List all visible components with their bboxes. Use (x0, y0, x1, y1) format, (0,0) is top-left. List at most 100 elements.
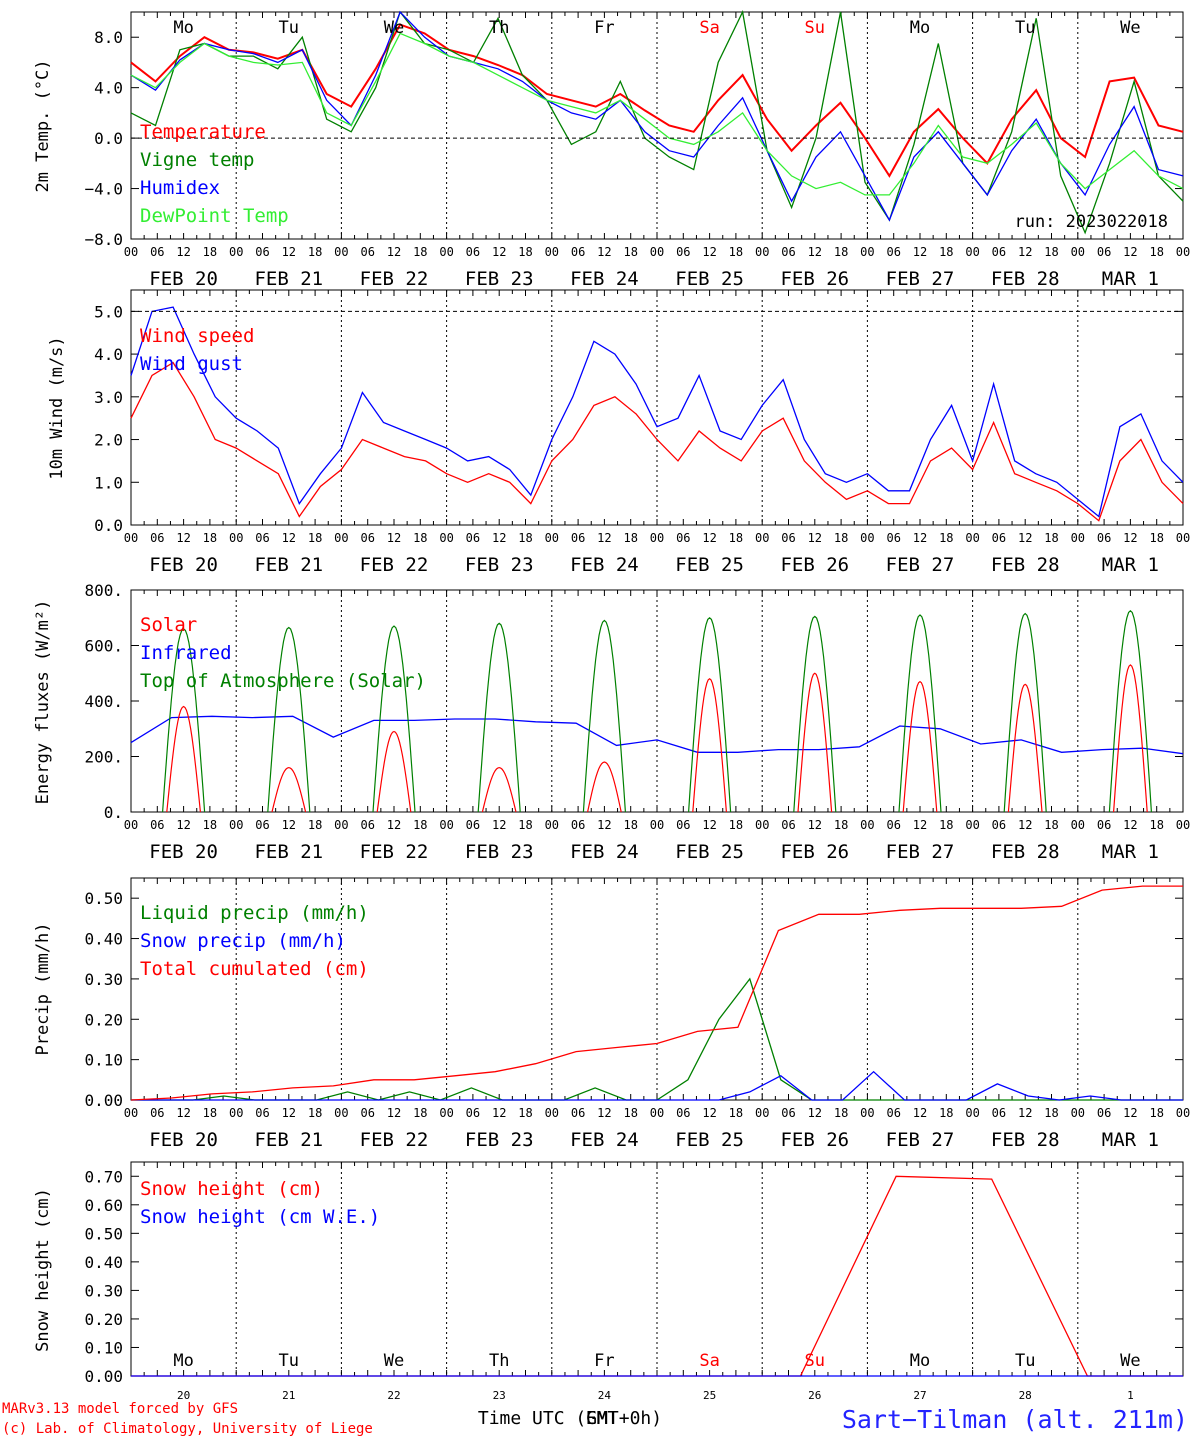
x-hour-label: 06 (571, 818, 585, 832)
x-date-label: FEB 20 (149, 1129, 218, 1151)
weekday-label: Mo (173, 18, 193, 38)
panel-2: 0.0 1.0 2.0 3.0 4.0 5.0 10m Wind (m/s) 00 06 12 18… (47, 289, 1190, 576)
day-number-label: 1 (1127, 1389, 1134, 1402)
day-number-label: 23 (493, 1389, 506, 1402)
x-hour-label: 18 (308, 531, 322, 545)
x-hour-label: 00 (124, 818, 138, 832)
legend-entry: Top of Atmosphere (Solar) (140, 670, 426, 692)
x-hour-label: 00 (124, 245, 138, 259)
x-hour-label: 00 (755, 818, 769, 832)
x-hour-label: 00 (439, 818, 453, 832)
legend-entry: Liquid precip (mm/h) (140, 902, 369, 924)
x-hour-label: 00 (965, 1106, 979, 1120)
x-date-label: FEB 26 (780, 841, 849, 863)
x-hour-label: 06 (676, 531, 690, 545)
legend-entry: Temperature (140, 121, 266, 143)
x-hour-label: 18 (413, 818, 427, 832)
x-hour-label: 00 (439, 1106, 453, 1120)
x-date-label: FEB 24 (570, 1129, 639, 1151)
series-line (130, 9, 1184, 235)
x-date-label: FEB 22 (360, 1129, 429, 1151)
x-hour-label: 18 (623, 1106, 637, 1120)
y-tick-label: 0.70 (84, 1167, 123, 1186)
weekday-label: We (1120, 18, 1140, 38)
x-hour-label: 06 (676, 245, 690, 259)
legend-entry: Solar (140, 614, 197, 636)
y-tick-label: 0. (104, 803, 123, 822)
x-hour-label: 18 (729, 1106, 743, 1120)
x-date-label: FEB 28 (991, 554, 1060, 576)
x-hour-label: 18 (1149, 245, 1163, 259)
x-hour-label: 12 (1018, 531, 1032, 545)
x-date-label: FEB 23 (465, 841, 534, 863)
x-hour-label: 12 (1018, 245, 1032, 259)
weekday-label: Mo (910, 1351, 930, 1371)
x-date-label: FEB 22 (360, 841, 429, 863)
x-hour-label: 00 (439, 245, 453, 259)
x-hour-label: 00 (755, 531, 769, 545)
legend-entry: Snow precip (mm/h) (140, 930, 346, 952)
x-date-label: FEB 21 (254, 554, 323, 576)
x-hour-label: 00 (755, 1106, 769, 1120)
x-hour-label: 18 (729, 245, 743, 259)
y-tick-label: 600. (84, 637, 123, 656)
x-hour-label: 06 (466, 1106, 480, 1120)
x-date-label: FEB 28 (991, 268, 1060, 290)
panel-5: 0.00 0.10 0.20 0.30 0.40 0.50 0.60 0.70 Snow hei… (33, 1161, 1184, 1402)
x-hour-label: 00 (1176, 818, 1190, 832)
x-hour-label: 18 (203, 531, 217, 545)
x-hour-label: 12 (492, 1106, 506, 1120)
x-hour-label: 06 (466, 531, 480, 545)
x-hour-label: 18 (623, 531, 637, 545)
x-hour-label: 00 (650, 818, 664, 832)
x-hour-label: 12 (597, 531, 611, 545)
x-hour-label: 00 (650, 245, 664, 259)
x-hour-label: 18 (834, 818, 848, 832)
legend-entry: Wind gust (140, 353, 243, 375)
x-hour-label: 00 (1176, 531, 1190, 545)
x-hour-label: 00 (860, 1106, 874, 1120)
x-hour-label: 18 (1149, 818, 1163, 832)
x-hour-label: 12 (1018, 1106, 1032, 1120)
y-tick-label: 800. (84, 581, 123, 600)
x-hour-label: 18 (1149, 531, 1163, 545)
x-hour-label: 06 (676, 818, 690, 832)
x-date-label: MAR 1 (1102, 841, 1159, 863)
x-hour-label: 00 (545, 531, 559, 545)
x-hour-label: 06 (781, 245, 795, 259)
weekday-label: Fr (594, 1351, 614, 1371)
x-hour-label: 00 (545, 818, 559, 832)
x-hour-label: 12 (808, 818, 822, 832)
run-annotation: run: 2023022018 (1014, 212, 1168, 232)
x-hour-label: 00 (1071, 818, 1085, 832)
y-tick-label: 0.0 (94, 516, 123, 535)
x-date-label: FEB 27 (886, 1129, 955, 1151)
weekday-label: Tu (1015, 18, 1035, 38)
x-date-label: FEB 25 (675, 1129, 744, 1151)
y-tick-label: 0.00 (84, 1367, 123, 1386)
x-hour-label: 00 (229, 531, 243, 545)
x-hour-label: 06 (255, 245, 269, 259)
x-hour-label: 00 (229, 1106, 243, 1120)
y-axis-label: Snow height (cm) (33, 1188, 53, 1352)
y-tick-label: −8.0 (84, 230, 123, 249)
day-number-label: 27 (913, 1389, 926, 1402)
x-hour-label: 18 (939, 1106, 953, 1120)
x-hour-label: 06 (150, 818, 164, 832)
x-hour-label: 18 (518, 818, 532, 832)
x-hour-label: 18 (1044, 1106, 1058, 1120)
x-hour-label: 06 (466, 245, 480, 259)
day-number-label: 22 (387, 1389, 400, 1402)
y-tick-label: 0.40 (84, 930, 123, 949)
x-date-label: FEB 23 (465, 554, 534, 576)
y-tick-label: −4.0 (84, 180, 123, 199)
x-axis-label-overlay: EMT (586, 1408, 619, 1429)
x-hour-label: 00 (334, 245, 348, 259)
x-hour-label: 06 (255, 1106, 269, 1120)
weekday-label: Mo (173, 1351, 193, 1371)
panel-1: −8.0 −4.0 0.0 4.0 8.0 2m Temp. (°C) 00 06 12 18 FE… (33, 9, 1190, 290)
x-hour-label: 06 (886, 245, 900, 259)
weekday-label: We (384, 18, 404, 38)
x-date-label: FEB 24 (570, 841, 639, 863)
